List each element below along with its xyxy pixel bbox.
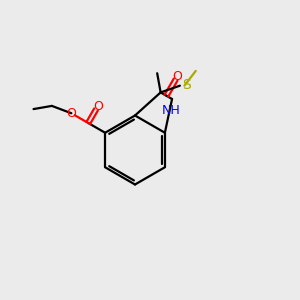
Text: O: O [66,107,76,120]
Text: NH: NH [162,104,181,117]
Text: O: O [173,70,182,83]
Text: S: S [182,78,190,92]
Text: O: O [93,100,103,112]
